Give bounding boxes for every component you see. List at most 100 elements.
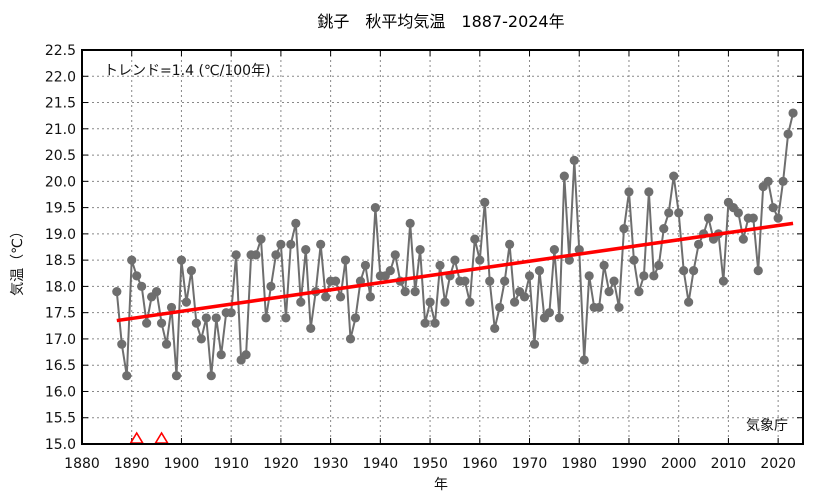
- data-point: [166, 302, 177, 313]
- data-point: [753, 266, 763, 276]
- data-point: [345, 334, 356, 344]
- data-point: [470, 234, 480, 244]
- data-point: [301, 245, 311, 255]
- series-line: [115, 112, 795, 376]
- data-point: [788, 108, 798, 118]
- data-point: [306, 323, 316, 334]
- y-tick-label: 21.5: [45, 96, 76, 112]
- x-tick-label: 2010: [711, 456, 747, 472]
- data-point: [564, 255, 574, 265]
- x-axis-label: 年: [434, 477, 448, 493]
- data-point: [738, 234, 748, 244]
- data-point: [475, 255, 485, 265]
- data-point: [684, 297, 694, 307]
- data-point: [181, 297, 192, 307]
- data-point: [509, 297, 520, 307]
- data-point: [216, 350, 226, 360]
- data-point: [634, 287, 644, 297]
- data-point: [664, 208, 674, 218]
- y-tick-label: 16.0: [45, 384, 76, 400]
- y-tick-label: 20.0: [45, 174, 76, 190]
- data-point: [669, 171, 679, 181]
- x-tick-label: 1970: [512, 456, 548, 472]
- x-tick-label: 1990: [611, 456, 647, 472]
- data-point: [649, 271, 659, 281]
- data-point: [604, 287, 614, 297]
- data-point: [480, 197, 490, 207]
- data-point: [693, 239, 704, 249]
- data-point: [490, 323, 500, 334]
- data-point: [151, 287, 162, 297]
- data-point: [316, 239, 326, 249]
- data-point: [554, 313, 564, 323]
- data-point: [773, 213, 783, 223]
- data-point: [296, 297, 306, 307]
- data-point: [281, 313, 291, 323]
- data-point: [614, 302, 624, 313]
- data-point: [201, 313, 211, 323]
- x-tick-label: 1960: [462, 456, 498, 472]
- data-point: [251, 250, 261, 260]
- y-axis-label: 気温（℃）: [10, 224, 26, 296]
- data-point: [112, 287, 122, 297]
- data-point: [127, 255, 137, 265]
- y-tick-label: 19.0: [45, 227, 76, 243]
- y-tick-label: 17.5: [45, 306, 76, 322]
- data-point: [186, 266, 196, 276]
- triangle-marker-icon: [154, 431, 169, 444]
- x-tick-label: 1910: [213, 456, 249, 472]
- data-point: [435, 260, 445, 270]
- data-point: [211, 313, 221, 323]
- x-tick-label: 1930: [313, 456, 349, 472]
- y-tick-label: 16.5: [45, 358, 76, 374]
- x-tick-label: 1880: [64, 456, 100, 472]
- data-point: [266, 281, 276, 291]
- data-point: [584, 271, 594, 281]
- y-tick-label: 22.0: [45, 69, 76, 85]
- y-axis-ticks: 15.0 15.5 16.0 16.5 17.0 17.5 18.0 18.5 19.0 19.5…: [45, 43, 803, 453]
- data-point: [365, 292, 375, 302]
- data-point: [733, 208, 743, 218]
- data-point: [335, 292, 346, 302]
- x-tick-label: 1920: [263, 456, 299, 472]
- data-point: [330, 276, 341, 286]
- x-tick-label: 1950: [412, 456, 448, 472]
- data-point: [574, 245, 584, 255]
- data-point: [500, 276, 510, 286]
- data-point: [425, 297, 435, 307]
- data-point: [405, 218, 415, 228]
- data-point: [340, 255, 351, 265]
- data-point: [176, 255, 187, 265]
- x-tick-label: 1980: [561, 456, 597, 472]
- data-point: [609, 276, 619, 286]
- data-point: [624, 187, 634, 197]
- data-point: [415, 245, 425, 255]
- x-tick-label: 1890: [114, 456, 150, 472]
- triangle-marker-icon: [129, 431, 145, 444]
- data-point: [400, 287, 410, 297]
- data-point: [549, 245, 559, 255]
- data-point: [629, 255, 639, 265]
- data-point: [410, 287, 420, 297]
- data-point: [768, 203, 778, 213]
- data-point: [599, 260, 609, 270]
- data-point: [654, 260, 664, 270]
- data-point: [485, 276, 495, 286]
- data-point: [350, 313, 361, 323]
- data-point: [579, 355, 589, 365]
- data-point: [226, 308, 236, 318]
- data-point: [783, 129, 793, 139]
- plot-frame: [81, 49, 804, 445]
- y-tick-label: 17.0: [45, 332, 76, 348]
- data-point: [519, 292, 530, 302]
- data-point: [465, 297, 475, 307]
- data-point: [122, 371, 132, 381]
- chart-title: 銚子 秋平均気温 1887-2024年: [317, 12, 564, 31]
- data-point: [430, 318, 440, 328]
- data-point: [117, 339, 127, 349]
- trend-label: トレンド=1.4 (℃/100年): [104, 63, 271, 79]
- data-point: [778, 176, 788, 186]
- data-point: [659, 224, 669, 234]
- data-point: [619, 224, 629, 234]
